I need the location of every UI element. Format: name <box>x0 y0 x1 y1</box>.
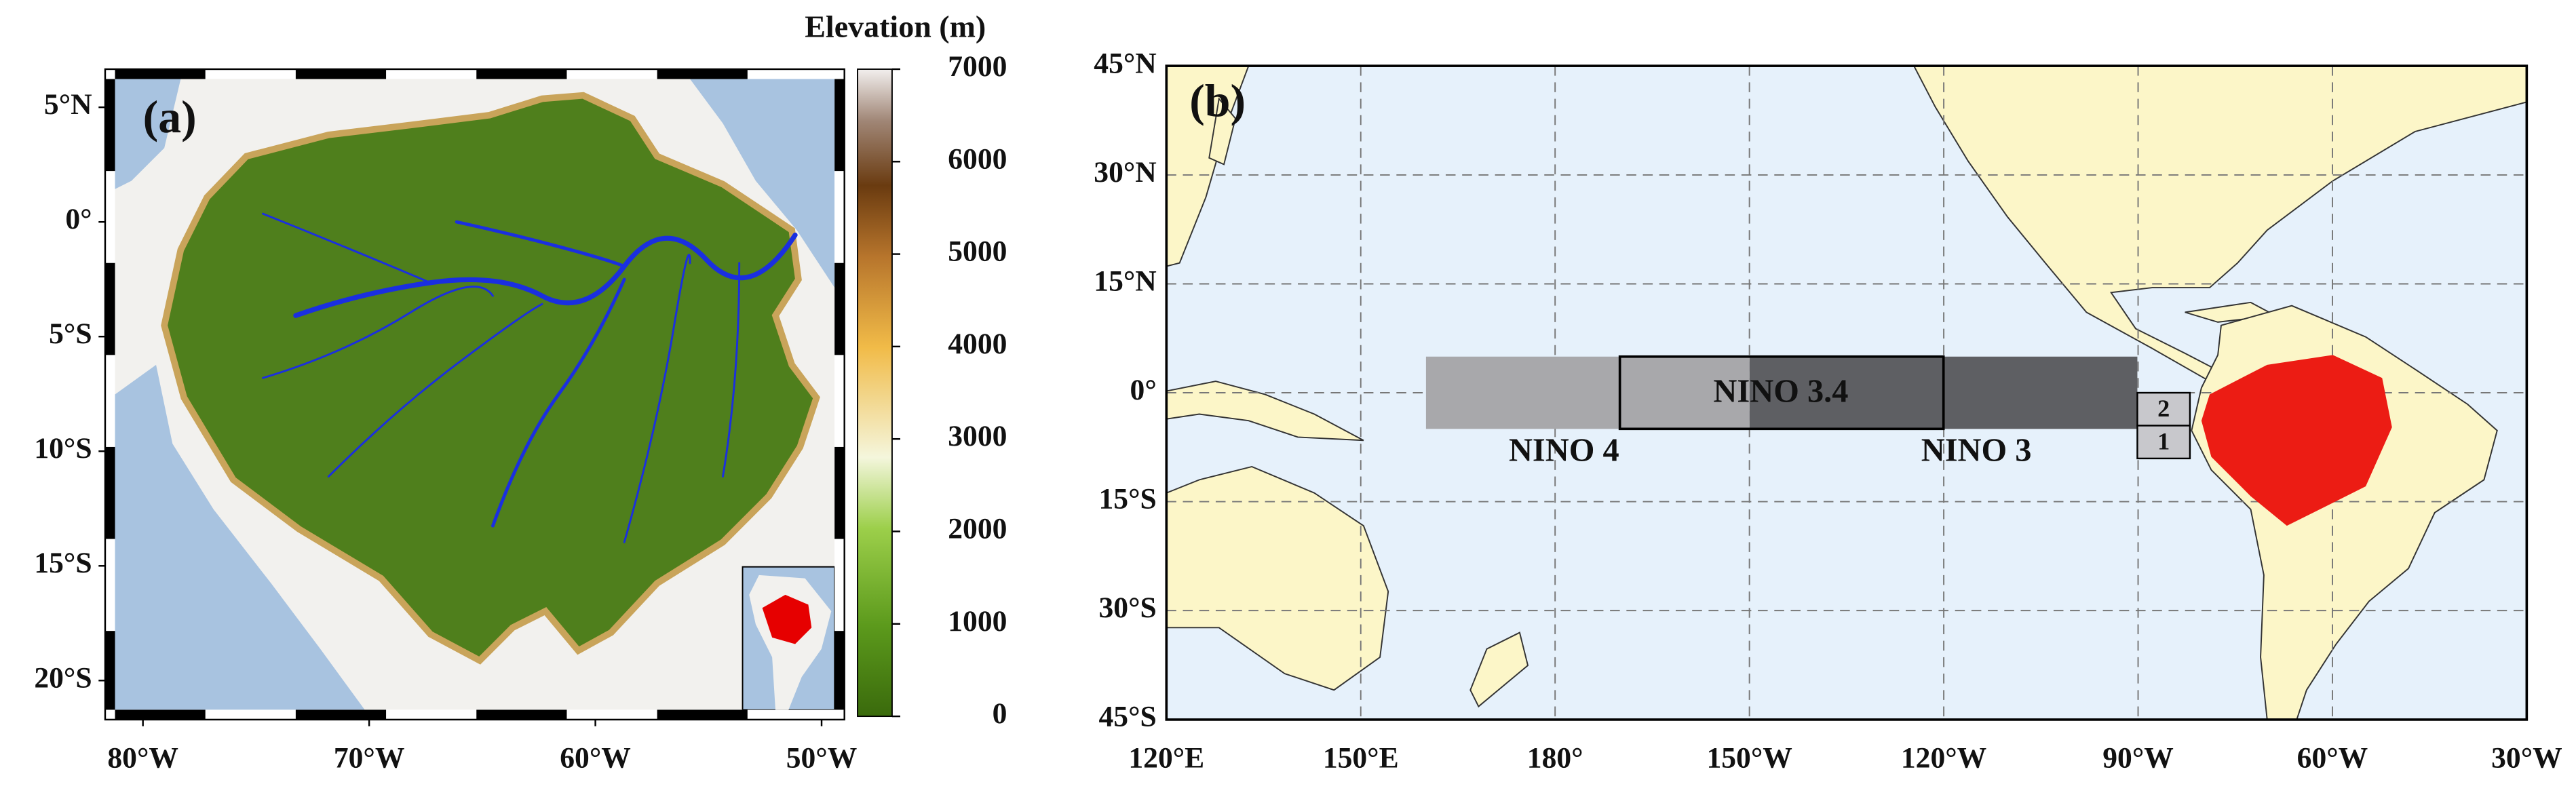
frame-strip <box>104 263 115 355</box>
japan <box>1208 97 1237 166</box>
lon-label: 120°E <box>1128 741 1204 774</box>
frame-strip <box>104 631 115 710</box>
region-label: NINO 4 <box>1509 433 1619 469</box>
lon-label: 150°E <box>1323 741 1399 774</box>
australia <box>1166 465 1389 691</box>
north-america <box>1913 66 2527 383</box>
colorbar-tick-label: 0 <box>993 697 1007 730</box>
frame-strip <box>834 79 845 172</box>
lon-label: 30°W <box>2491 741 2562 774</box>
nino2-box <box>2136 391 2191 427</box>
lon-label: 120°W <box>1901 741 1986 774</box>
colorbar-tick-label: 3000 <box>948 420 1007 452</box>
frame-strip <box>104 79 115 172</box>
rivers <box>261 212 798 543</box>
amazon-basin <box>2201 355 2392 526</box>
panel-label: (a) <box>143 92 197 142</box>
lat-label: 20°S <box>34 661 92 694</box>
colorbar-tick-label: 6000 <box>948 142 1007 175</box>
region-label: NINO 3.4 <box>1713 374 1848 410</box>
frame-strip <box>115 709 206 720</box>
lat-label: 5°N <box>44 88 92 121</box>
lon-label: 180° <box>1527 741 1583 774</box>
lon-label: 50°W <box>786 741 858 774</box>
frame-strip <box>295 709 387 720</box>
new-zealand <box>1469 631 1529 708</box>
lat-label: 15°S <box>34 547 92 579</box>
frame-strip <box>834 631 845 710</box>
map-frame <box>1165 64 2529 721</box>
lat-label: 45°N <box>1094 47 1156 79</box>
frame-strip <box>115 69 206 79</box>
nino1-box <box>2136 425 2191 460</box>
frame-strip <box>657 709 748 720</box>
lon-label: 60°W <box>560 741 631 774</box>
nino34-box <box>1618 355 1945 431</box>
ocean <box>115 364 365 710</box>
lon-label: 90°W <box>2102 741 2174 774</box>
ocean <box>115 79 181 189</box>
lat-label: 5°S <box>49 317 92 350</box>
lat-label: 15°S <box>1099 483 1157 516</box>
frame-strip <box>657 69 748 79</box>
indonesia <box>1166 381 1364 442</box>
lat-label: 10°S <box>34 432 92 465</box>
amazon-basin <box>161 92 820 665</box>
colorbar-tick-label: 2000 <box>948 512 1007 545</box>
lat-label: 30°S <box>1099 591 1157 624</box>
lon-label: 80°W <box>107 741 178 774</box>
lon-label: 70°W <box>334 741 405 774</box>
lat-label: 0° <box>65 203 92 235</box>
panel-b: (b) NINO 3.4 NINO 4 NINO 3 2 1 45°N 30°N 1… <box>1094 47 2562 774</box>
colorbar <box>857 69 893 718</box>
frame-strip <box>834 446 845 539</box>
inset-basin <box>762 594 812 644</box>
colorbar-tick-label: 7000 <box>948 50 1007 83</box>
lat-label: 0° <box>1130 374 1157 406</box>
frame-strip <box>295 69 387 79</box>
region-label: NINO 3 <box>1921 433 2032 469</box>
lon-label: 60°W <box>2297 741 2368 774</box>
frame-strip <box>834 263 845 355</box>
lat-label: 30°N <box>1094 156 1156 189</box>
region-label: 2 <box>2157 395 2170 422</box>
region-label: 1 <box>2157 427 2170 454</box>
frame-strip <box>476 709 567 720</box>
colorbar-tick-label: 1000 <box>948 605 1007 638</box>
colorbar-tick-label: 5000 <box>948 235 1007 268</box>
frame-strip <box>104 446 115 539</box>
frame-strip <box>476 69 567 79</box>
nino4-box <box>1425 356 1750 429</box>
colorbar-tick-label: 4000 <box>948 328 1007 360</box>
lat-label: 45°S <box>1099 701 1157 733</box>
colorbar-title: Elevation (m) <box>805 9 986 43</box>
ocean <box>690 79 835 288</box>
panel-label: (b) <box>1189 75 1246 126</box>
lat-label: 15°N <box>1094 265 1156 297</box>
panel-a: (a) Elevation (m) 5°N 0° 5°S 10°S 15°S 20°S 80… <box>34 9 1007 774</box>
lon-label: 150°W <box>1706 741 1792 774</box>
